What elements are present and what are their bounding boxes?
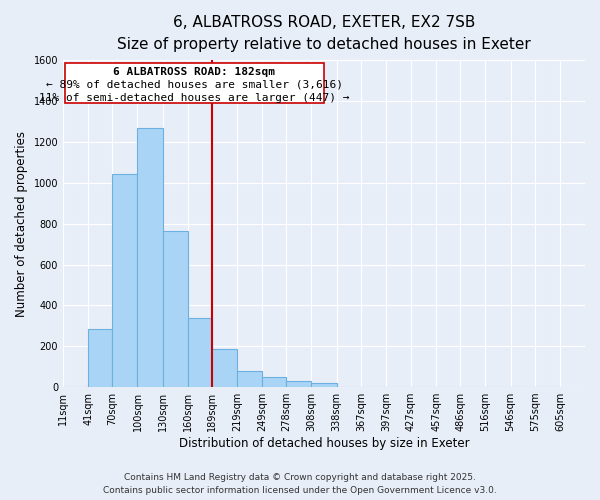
Text: ← 89% of detached houses are smaller (3,616): ← 89% of detached houses are smaller (3,… [46, 80, 343, 90]
Bar [262, 378, 286, 387]
Bar [212, 350, 237, 387]
Text: 11% of semi-detached houses are larger (447) →: 11% of semi-detached houses are larger (… [39, 92, 350, 102]
X-axis label: Distribution of detached houses by size in Exeter: Distribution of detached houses by size … [179, 437, 469, 450]
Bar [137, 128, 163, 387]
FancyBboxPatch shape [65, 64, 324, 103]
Y-axis label: Number of detached properties: Number of detached properties [15, 130, 28, 316]
Bar [311, 383, 337, 387]
Title: 6, ALBATROSS ROAD, EXETER, EX2 7SB
Size of property relative to detached houses : 6, ALBATROSS ROAD, EXETER, EX2 7SB Size … [117, 15, 531, 52]
Text: 6 ALBATROSS ROAD: 182sqm: 6 ALBATROSS ROAD: 182sqm [113, 68, 275, 78]
Bar [188, 318, 212, 387]
Bar [88, 329, 112, 387]
Bar [286, 381, 311, 387]
Bar [237, 370, 262, 387]
Bar [112, 174, 137, 387]
Text: Contains HM Land Registry data © Crown copyright and database right 2025.
Contai: Contains HM Land Registry data © Crown c… [103, 474, 497, 495]
Bar [163, 231, 188, 387]
